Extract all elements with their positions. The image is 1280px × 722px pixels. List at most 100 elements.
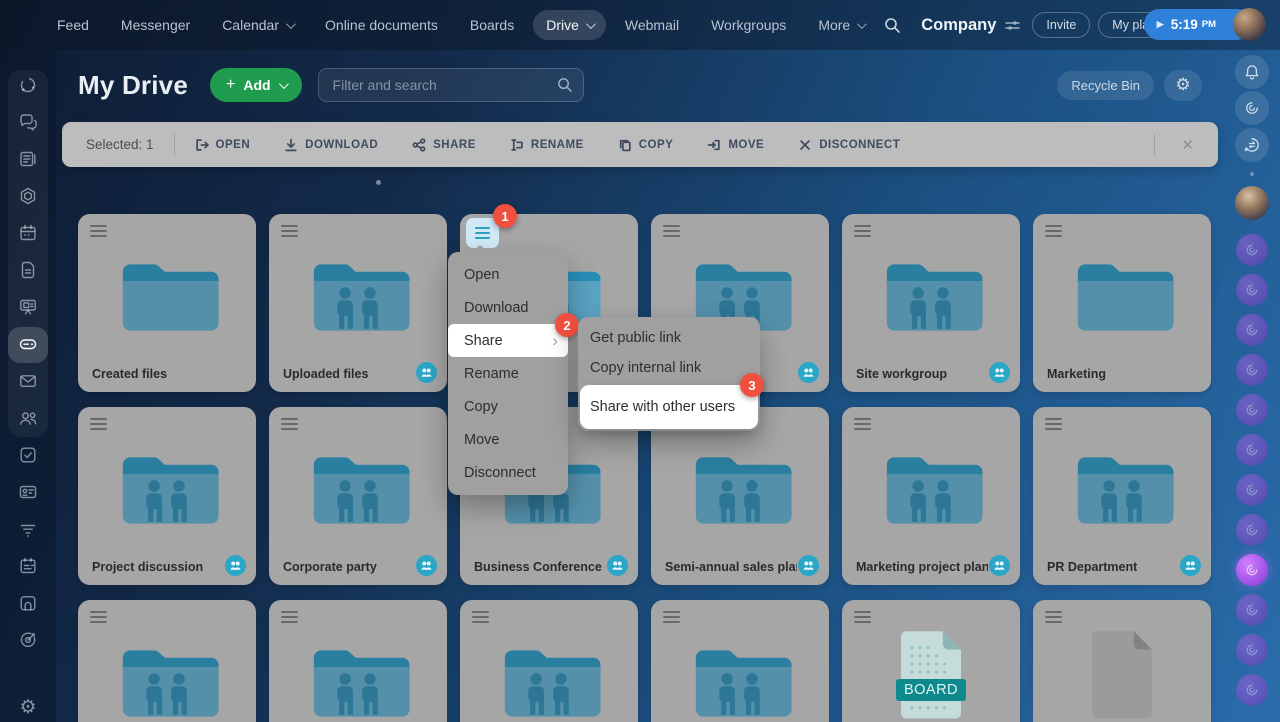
tile-corporate-party[interactable]: Corporate party [269,407,447,585]
tile-menu-icon[interactable] [854,418,871,430]
hexagon-icon[interactable] [17,185,39,207]
context-menu-open[interactable]: Open [464,266,500,283]
user-avatar[interactable] [1233,8,1266,41]
search-icon[interactable] [877,10,907,40]
context-menu-share[interactable]: Share › 2 [448,313,579,357]
nav-drive[interactable]: Drive [533,10,606,40]
tile-created-files[interactable]: Created files [78,214,256,392]
tile-menu-icon[interactable] [90,418,107,430]
tile-menu-icon[interactable] [1045,225,1062,237]
tile-folder[interactable] [78,600,256,722]
submenu-share-with-other-users[interactable]: Share with other users 3 [580,373,764,429]
chats-icon[interactable] [17,111,39,133]
share-action-button[interactable]: SHARE [412,137,476,152]
tile-plain-document[interactable] [1033,600,1211,722]
tile-folder[interactable] [269,600,447,722]
tile-menu-icon[interactable] [90,611,107,623]
tile-menu-icon[interactable] [281,225,298,237]
nav-webmail[interactable]: Webmail [624,17,680,33]
tile-menu-icon[interactable] [663,611,680,623]
sidebar-user-avatar[interactable] [1235,186,1269,220]
calendar-icon[interactable] [17,222,39,244]
drive-icon[interactable] [17,333,39,355]
tile-menu-icon[interactable] [90,225,107,237]
tile-semi-annual-sales-plan[interactable]: Semi-annual sales plan... [651,407,829,585]
tile-menu-icon-selected[interactable] [466,218,499,248]
tile-menu-icon[interactable] [472,611,489,623]
context-menu-copy[interactable]: Copy [464,398,498,415]
nav-online-documents[interactable]: Online documents [325,17,438,33]
tile-site-workgroup[interactable]: Site workgroup [842,214,1020,392]
tile-folder[interactable] [651,600,829,722]
conversation-icon[interactable] [1235,128,1269,162]
copilot-item-icon[interactable] [1236,234,1268,266]
notifications-bell-icon[interactable] [1235,55,1269,89]
nav-more[interactable]: More [805,10,877,40]
context-menu-move[interactable]: Move [464,431,500,448]
contact-card-icon[interactable] [17,481,39,503]
copilot-item-icon[interactable] [1236,354,1268,386]
copilot-item-icon[interactable] [1236,314,1268,346]
copilot-item-icon[interactable] [1236,474,1268,506]
context-menu-download[interactable]: Download [464,299,529,316]
disconnect-action-button[interactable]: DISCONNECT [798,138,900,152]
copilot-icon[interactable] [1235,91,1269,125]
pulse-icon[interactable] [17,74,39,96]
context-menu-disconnect[interactable]: Disconnect [464,464,536,481]
copilot-item-icon-active[interactable] [1236,554,1268,586]
nav-feed[interactable]: Feed [57,17,89,33]
submenu-get-public-link[interactable]: Get public link [590,330,682,346]
add-button[interactable]: + Add [209,68,302,102]
tile-menu-icon[interactable] [663,225,680,237]
settings-gear-icon[interactable]: ⚙ [19,696,37,718]
tile-menu-icon[interactable] [854,225,871,237]
copilot-item-icon[interactable] [1236,514,1268,546]
tile-marketing[interactable]: Marketing [1033,214,1211,392]
nav-messenger[interactable]: Messenger [120,17,191,33]
download-action-button[interactable]: DOWNLOAD [284,138,378,152]
invite-button[interactable]: Invite [1032,12,1091,38]
tile-menu-icon[interactable] [281,418,298,430]
document-icon[interactable] [17,259,39,281]
copilot-item-icon[interactable] [1236,274,1268,306]
rename-action-button[interactable]: RENAME [510,138,584,152]
nav-boards[interactable]: Boards [469,17,515,33]
presentation-icon[interactable] [17,296,39,318]
tile-menu-icon[interactable] [1045,418,1062,430]
copilot-item-icon[interactable] [1236,394,1268,426]
tile-uploaded-files[interactable]: Uploaded files [269,214,447,392]
tile-marketing-project-planning[interactable]: Marketing project planni... [842,407,1020,585]
people-icon[interactable] [17,407,39,429]
close-icon[interactable]: ✕ [1181,136,1194,154]
recycle-bin-button[interactable]: Recycle Bin [1057,70,1154,100]
context-menu-rename[interactable]: Rename [464,365,519,382]
target-icon[interactable] [17,629,39,651]
copilot-item-icon[interactable] [1236,674,1268,706]
copilot-item-icon[interactable] [1236,634,1268,666]
mail-icon[interactable] [17,370,39,392]
news-icon[interactable] [17,148,39,170]
copy-action-button[interactable]: COPY [618,138,674,152]
nav-workgroups[interactable]: Workgroups [711,17,787,33]
company-selector[interactable]: Company [921,16,1021,35]
filter-search-input[interactable] [332,77,557,93]
tile-board-document[interactable]: BOARD [842,600,1020,722]
tile-menu-icon[interactable] [1045,611,1062,623]
submenu-copy-internal-link[interactable]: Copy internal link [590,360,702,376]
move-action-button[interactable]: MOVE [707,138,764,152]
tile-project-discussion[interactable]: Project discussion [78,407,256,585]
drive-settings-gear-icon[interactable]: ⚙ [1164,69,1202,101]
work-timer[interactable]: ▶ 5:19 PM [1143,9,1252,40]
tile-menu-icon[interactable] [854,611,871,623]
copilot-item-icon[interactable] [1236,594,1268,626]
open-action-button[interactable]: OPEN [195,138,251,152]
tile-folder[interactable] [460,600,638,722]
storage-icon[interactable] [17,592,39,614]
tile-menu-icon[interactable] [281,611,298,623]
planner-icon[interactable] [17,555,39,577]
tasks-icon[interactable] [17,444,39,466]
nav-calendar[interactable]: Calendar [209,10,306,40]
funnel-icon[interactable] [17,518,39,540]
copilot-item-icon[interactable] [1236,434,1268,466]
tile-pr-department[interactable]: PR Department [1033,407,1211,585]
